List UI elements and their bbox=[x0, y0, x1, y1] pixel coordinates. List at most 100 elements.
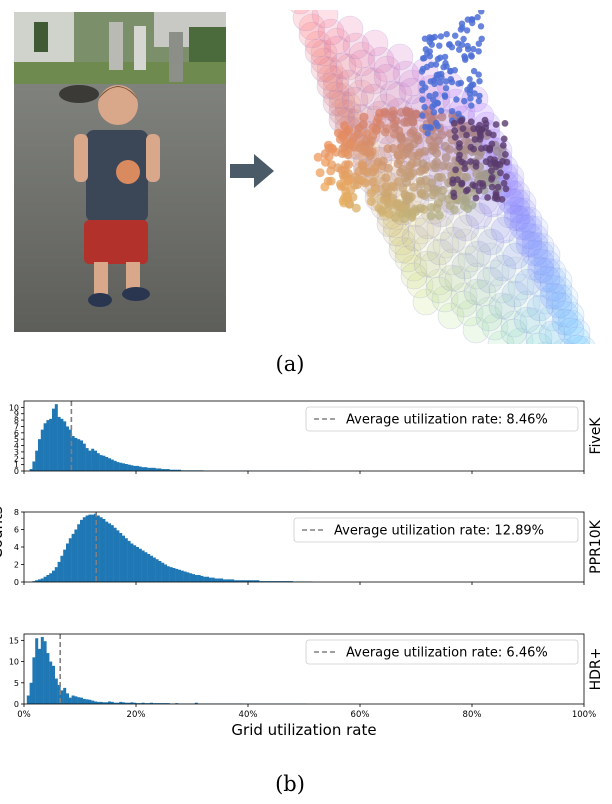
histogram-bar bbox=[60, 555, 64, 582]
histogram-bar bbox=[35, 638, 39, 704]
histogram-bar bbox=[290, 581, 293, 583]
histogram-bar bbox=[32, 461, 36, 471]
histogram-bar bbox=[85, 515, 89, 582]
histogram-bar bbox=[108, 523, 111, 583]
histogram-bar bbox=[43, 576, 47, 582]
histogram-bar bbox=[155, 559, 159, 582]
histogram-bar bbox=[152, 703, 156, 704]
histogram-bar bbox=[267, 581, 271, 583]
histogram-bar bbox=[161, 469, 165, 471]
histogram-bar bbox=[29, 682, 33, 704]
histogram-bar bbox=[287, 581, 291, 583]
histogram-bar bbox=[211, 577, 215, 583]
histogram-bar bbox=[32, 581, 36, 583]
histogram-bar bbox=[203, 576, 207, 582]
histogram-bar bbox=[194, 702, 198, 704]
histogram-bar bbox=[82, 443, 86, 471]
x-tick-label: 0% bbox=[17, 710, 31, 720]
histogram-bar bbox=[130, 465, 134, 471]
histogram-bar bbox=[147, 703, 151, 704]
histogram-bar bbox=[80, 440, 83, 471]
histogram-bar bbox=[52, 570, 55, 583]
x-tick-label: 40% bbox=[239, 710, 258, 720]
x-tick-label: 100% bbox=[572, 710, 596, 720]
histogram-bar bbox=[49, 418, 53, 471]
histogram-bar bbox=[178, 569, 181, 582]
y-tick-label: 4 bbox=[14, 442, 19, 451]
caption-b: (b) bbox=[275, 772, 305, 796]
histogram-bar bbox=[66, 543, 69, 582]
histogram-bar bbox=[169, 469, 173, 471]
histogram-bar bbox=[71, 695, 75, 704]
histogram-bar bbox=[110, 459, 114, 471]
histogram-bar bbox=[220, 578, 223, 582]
histogram-bar bbox=[276, 581, 279, 583]
histogram-bar bbox=[60, 690, 64, 704]
histogram-bar bbox=[88, 450, 92, 471]
subplot-name: HDR+ bbox=[588, 648, 604, 691]
x-tick-label: 80% bbox=[463, 710, 482, 720]
histogram-bar bbox=[26, 695, 30, 704]
histogram-bar bbox=[144, 703, 148, 704]
histogram-bar bbox=[49, 661, 53, 704]
histogram-bar bbox=[175, 469, 179, 471]
histogram-bar bbox=[105, 702, 109, 704]
histogram-bar bbox=[43, 423, 47, 471]
histogram-bar bbox=[68, 697, 72, 704]
histogram-bar bbox=[189, 573, 193, 582]
subplot-name: PPR10K bbox=[588, 519, 604, 573]
histogram-bar bbox=[262, 581, 265, 583]
histogram-bar bbox=[278, 581, 282, 583]
histogram-bar bbox=[82, 698, 86, 704]
y-tick-label: 0 bbox=[14, 578, 19, 587]
histogram-bar bbox=[74, 529, 78, 582]
legend-box bbox=[305, 639, 579, 665]
histogram-bar bbox=[68, 429, 72, 471]
histogram-bar bbox=[110, 525, 114, 583]
subplot-ppr10k: 0 2 4 6 8 Average utilization rate: 12.89% PPR… bbox=[14, 508, 604, 587]
histogram-bar bbox=[150, 702, 153, 704]
histogram-bar bbox=[46, 653, 50, 704]
histogram-bar bbox=[29, 469, 33, 471]
histogram-bar bbox=[281, 581, 285, 583]
histogram-bar bbox=[250, 580, 254, 582]
histogram-bar bbox=[54, 678, 58, 704]
histogram-bar bbox=[259, 581, 263, 583]
y-tick-label: 6 bbox=[14, 526, 19, 535]
histogram-bar bbox=[192, 574, 195, 583]
histogram-bar bbox=[40, 578, 44, 582]
histogram-bar bbox=[141, 467, 145, 471]
histogram-bar bbox=[35, 450, 39, 471]
histogram-bar bbox=[46, 420, 50, 471]
histogram-bar bbox=[57, 416, 61, 471]
histogram-bar bbox=[175, 703, 179, 704]
histogram-bar bbox=[113, 460, 117, 471]
subplot-frame bbox=[23, 400, 585, 472]
histogram-bar bbox=[138, 548, 142, 582]
histogram-bar bbox=[166, 703, 170, 704]
histogram-bar bbox=[122, 463, 125, 471]
histogram-bar bbox=[180, 570, 184, 583]
histogram-bar bbox=[52, 408, 55, 471]
histogram-bar bbox=[164, 703, 167, 704]
histogram-bar bbox=[158, 468, 162, 471]
y-tick-label: 2 bbox=[14, 454, 19, 463]
histogram-bar bbox=[270, 581, 274, 583]
histogram-bar bbox=[52, 665, 55, 704]
right-arrow-icon bbox=[230, 154, 274, 188]
y-tick-label: 6 bbox=[14, 429, 19, 438]
legend-ppr10k: Average utilization rate: 12.89% bbox=[293, 517, 579, 543]
y-axis-label: Counts bbox=[0, 506, 6, 559]
histogram-bar bbox=[54, 567, 58, 583]
y-tick-label: 5 bbox=[14, 679, 19, 688]
histogram-bar bbox=[169, 567, 173, 583]
histogram-bar bbox=[133, 702, 137, 704]
y-tick-label: 2 bbox=[14, 561, 19, 570]
caption-a: (a) bbox=[275, 352, 305, 376]
legend-label: Average utilization rate: 12.89% bbox=[334, 524, 544, 539]
histogram-bar bbox=[96, 453, 100, 471]
histogram-bar bbox=[147, 554, 151, 582]
histogram-bar bbox=[116, 530, 120, 583]
